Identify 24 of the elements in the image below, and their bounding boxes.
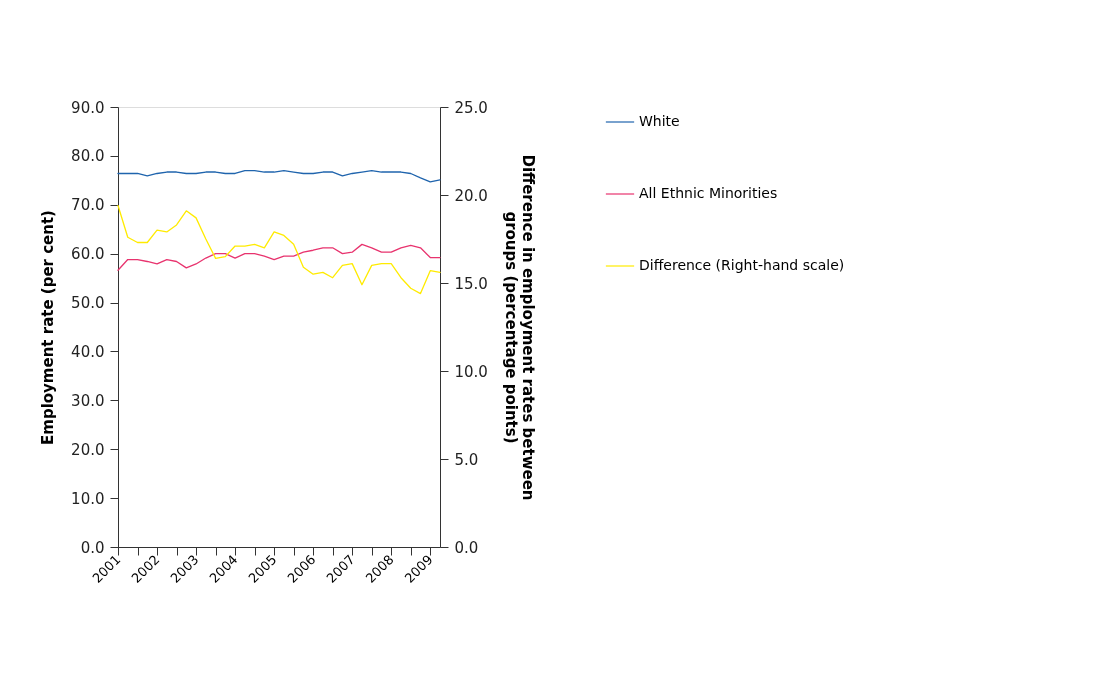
- y2-tick-label: 0.0: [454, 538, 479, 557]
- y2-tick-label: 10.0: [454, 362, 488, 381]
- y-tick-label: 80.0: [71, 147, 105, 166]
- line-series: [117, 169, 441, 183]
- y-tick-label: 60.0: [71, 245, 105, 264]
- y-tick-label: 30.0: [71, 391, 105, 410]
- y-tick-label: 20.0: [71, 440, 105, 459]
- y2-tick-label: 5.0: [454, 450, 479, 469]
- line-series: [117, 243, 441, 271]
- y-tick-label: 40.0: [71, 342, 105, 361]
- y-tick-label: 90.0: [71, 98, 105, 117]
- y-axis-title: Employment rate (per cent): [39, 210, 58, 445]
- y2-axis-title: Difference in employment rates between groups (percentage points): [501, 154, 537, 501]
- legend-label: White: [639, 113, 680, 129]
- legend-label: All Ethnic Minorities: [639, 185, 778, 201]
- y2-tick-label: 15.0: [454, 274, 488, 293]
- y-tick-label: 0.0: [80, 538, 105, 557]
- y2-tick-label: 20.0: [454, 186, 488, 205]
- y2-tick-label: 25.0: [454, 98, 488, 117]
- line-series: [117, 204, 441, 295]
- legend-label: Difference (Right-hand scale): [639, 257, 845, 273]
- y-tick-label: 50.0: [71, 294, 105, 313]
- y-tick-label: 70.0: [71, 196, 105, 215]
- y-tick-label: 10.0: [71, 489, 105, 508]
